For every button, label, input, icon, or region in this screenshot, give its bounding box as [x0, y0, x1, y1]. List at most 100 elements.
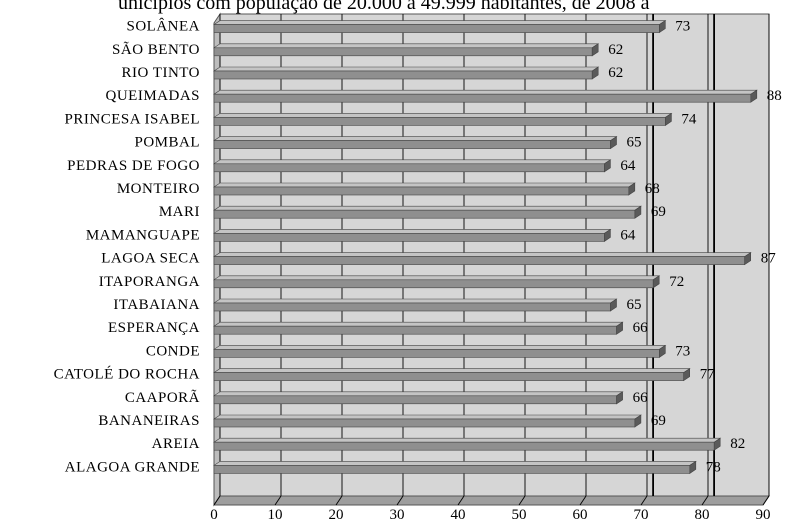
x-tick-label: 0: [210, 507, 218, 522]
value-label: 82: [730, 436, 745, 452]
x-tick-label: 60: [573, 507, 588, 522]
value-label: 64: [620, 227, 636, 243]
bar-end-cap: [744, 252, 752, 266]
x-gridline-floor: [762, 495, 770, 506]
x-tick-label: 20: [329, 507, 344, 522]
bar: [213, 228, 612, 242]
plot-floor: [213, 495, 770, 506]
category-label: ITAPORANGA: [99, 274, 200, 290]
value-label: 73: [675, 343, 690, 359]
x-gridline-floor: [701, 495, 709, 506]
bar: [213, 112, 673, 126]
bar-top-face: [213, 252, 752, 257]
value-label: 65: [627, 297, 642, 313]
x-tick-label: 40: [451, 507, 466, 522]
value-label: 72: [669, 274, 684, 290]
value-label: 69: [651, 413, 666, 429]
x-tick-labels: 0 10 20 30 40 50 60 70 80 90: [210, 507, 770, 522]
bar-front-face: [213, 47, 593, 57]
bar-front-face: [213, 209, 636, 219]
bar-top-face: [213, 20, 667, 25]
category-label: CAAPORÃ: [125, 390, 200, 406]
category-label: RIO TINTO: [121, 65, 200, 81]
bar-top-face: [213, 321, 624, 327]
category-labels: SOLÂNEA SÃO BENTO RIO TINTO QUEIMADAS PRINCE…: [54, 18, 200, 476]
bar-end-cap: [591, 66, 599, 80]
value-label: 64: [620, 158, 636, 174]
value-label: 66: [633, 390, 649, 406]
value-label: 69: [651, 204, 666, 220]
category-label: MONTEIRO: [117, 181, 200, 197]
bar-top-face: [213, 368, 691, 373]
bar-end-cap: [604, 228, 611, 242]
bar-top-face: [213, 414, 642, 420]
bar-front-face: [213, 279, 654, 289]
bar-end-cap: [665, 112, 672, 126]
x-gridline-floor: [396, 495, 404, 506]
bar-top-face: [213, 89, 758, 95]
bar-top-face: [213, 298, 618, 304]
bar-front-face: [213, 140, 611, 149]
value-label: 65: [627, 135, 642, 151]
x-gridline-floor: [518, 495, 526, 506]
category-label: MARI: [159, 204, 200, 220]
bar-end-cap: [616, 391, 623, 405]
bar-front-face: [213, 24, 660, 33]
category-label: ESPERANÇA: [108, 320, 200, 336]
bar: [213, 321, 624, 335]
bar-top-face: [213, 461, 697, 466]
value-label: 62: [608, 42, 623, 58]
bar-front-face: [213, 418, 636, 428]
bar: [213, 368, 691, 382]
category-label: AREIA: [152, 436, 200, 452]
chart-title: unicípios com população de 20.000 a 49.9…: [118, 0, 650, 14]
bar-front-face: [213, 349, 660, 358]
bar-end-cap: [750, 89, 758, 103]
bar-top-face: [213, 43, 600, 49]
x-gridline-floor: [335, 495, 343, 506]
bar-end-cap: [689, 460, 697, 474]
bar-front-face: [213, 325, 617, 335]
x-gridline-floor: [640, 495, 648, 506]
bar-top-face: [213, 136, 618, 141]
category-label: CATOLÉ DO ROCHA: [54, 366, 200, 383]
bar: [213, 66, 600, 80]
category-label: SÃO BENTO: [112, 42, 200, 58]
x-tick-label: 30: [390, 507, 405, 522]
bar-end-cap: [604, 159, 611, 173]
category-label: ALAGOA GRANDE: [65, 459, 200, 475]
bar-top-face: [213, 391, 624, 397]
x-gridline-floor: [274, 495, 282, 506]
bar-front-face: [213, 302, 611, 312]
bar-top-face: [213, 437, 722, 443]
bar: [213, 460, 697, 474]
bar: [213, 205, 642, 219]
bar-front-face: [213, 395, 617, 405]
bar-front-face: [213, 441, 715, 451]
value-label: 88: [767, 88, 782, 104]
bar-end-cap: [610, 136, 617, 150]
bar-front-face: [213, 372, 685, 381]
x-tick-label: 70: [634, 507, 649, 522]
category-label: CONDE: [146, 343, 200, 359]
x-tick-label: 90: [756, 507, 771, 522]
bar-front-face: [213, 465, 691, 474]
bar: [213, 89, 758, 103]
bar: [213, 437, 722, 451]
bar-front-face: [213, 256, 746, 265]
bar-end-cap: [658, 344, 666, 358]
bar: [213, 43, 600, 57]
bar-top-face: [213, 182, 636, 188]
x-tick-label: 10: [268, 507, 283, 522]
x-gridline-floor: [457, 495, 465, 506]
x-tick-label: 80: [695, 507, 710, 522]
bar-front-face: [213, 70, 593, 80]
x-gridline-floor: [579, 495, 587, 506]
category-label: ITABAIANA: [113, 297, 200, 313]
x-gridline-floor: [213, 495, 221, 506]
bar-top-face: [213, 275, 661, 281]
bar-end-cap: [628, 182, 636, 196]
value-label: 77: [700, 367, 716, 383]
